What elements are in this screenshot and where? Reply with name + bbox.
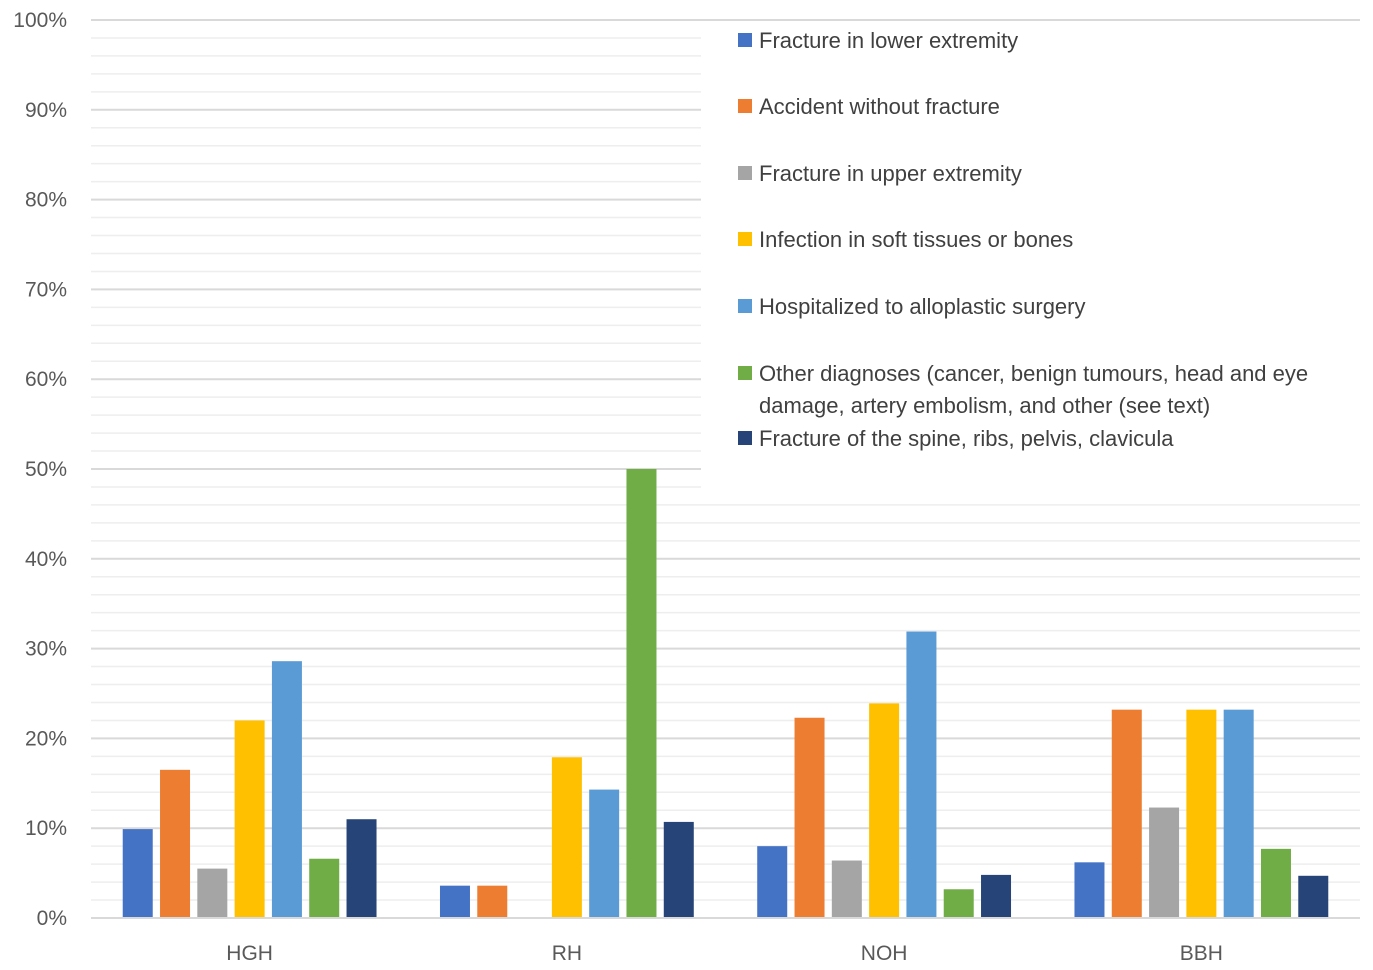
bar bbox=[1149, 807, 1180, 918]
bar bbox=[794, 717, 825, 918]
bar bbox=[309, 858, 340, 918]
legend-swatch bbox=[738, 299, 752, 313]
legend-label: Hospitalized to alloplastic surgery bbox=[759, 294, 1086, 319]
legend-label-line: damage, artery embolism, and other (see … bbox=[759, 393, 1210, 418]
bar bbox=[197, 868, 228, 918]
bar bbox=[589, 789, 620, 918]
legend-label: Other diagnoses (cancer, benign tumours,… bbox=[759, 361, 1308, 418]
y-tick-label: 60% bbox=[25, 368, 67, 391]
y-tick-label: 10% bbox=[25, 817, 67, 840]
legend-label-line: Accident without fracture bbox=[759, 94, 1000, 119]
legend-swatch bbox=[738, 166, 752, 180]
bar bbox=[346, 819, 377, 918]
bar bbox=[1074, 862, 1105, 918]
bar bbox=[943, 889, 974, 918]
bar bbox=[551, 757, 582, 918]
legend-label: Accident without fracture bbox=[759, 94, 1000, 119]
bar bbox=[122, 829, 153, 918]
x-tick-label: BBH bbox=[1180, 942, 1223, 965]
bar bbox=[626, 469, 657, 918]
legend-label-line: Other diagnoses (cancer, benign tumours,… bbox=[759, 361, 1308, 386]
y-tick-label: 40% bbox=[25, 548, 67, 571]
bar bbox=[1260, 848, 1291, 918]
legend-label: Fracture in lower extremity bbox=[759, 28, 1018, 53]
legend-box bbox=[701, 22, 1369, 488]
y-tick-label: 50% bbox=[25, 458, 67, 481]
bar bbox=[1111, 709, 1142, 918]
bar bbox=[981, 874, 1012, 918]
y-tick-label: 0% bbox=[37, 907, 67, 930]
bar bbox=[906, 631, 937, 918]
legend-swatch bbox=[738, 232, 752, 246]
legend: Fracture in lower extremity Accident with… bbox=[701, 22, 1369, 488]
y-tick-label: 90% bbox=[25, 99, 67, 122]
x-tick-label: RH bbox=[552, 942, 582, 965]
y-tick-label: 70% bbox=[25, 278, 67, 301]
bar bbox=[1186, 709, 1217, 918]
legend-swatch bbox=[738, 366, 752, 380]
bar bbox=[831, 860, 862, 918]
legend-swatch bbox=[738, 431, 752, 445]
y-tick-label: 100% bbox=[13, 9, 67, 32]
y-axis: 0% 10% 20% 30% 40% 50% 60% 70% 80% 90% 100% bbox=[13, 9, 67, 930]
bar bbox=[663, 821, 694, 918]
legend-swatch bbox=[738, 33, 752, 47]
legend-swatch bbox=[738, 99, 752, 113]
bar bbox=[271, 661, 302, 918]
x-tick-label: HGH bbox=[226, 942, 273, 965]
y-tick-label: 30% bbox=[25, 638, 67, 661]
bar bbox=[477, 885, 508, 918]
x-tick-label: NOH bbox=[861, 942, 908, 965]
bar bbox=[234, 720, 265, 918]
y-tick-label: 20% bbox=[25, 727, 67, 750]
legend-label-line: Fracture in lower extremity bbox=[759, 28, 1018, 53]
bars bbox=[122, 469, 1329, 918]
bar bbox=[869, 703, 900, 918]
legend-label: Infection in soft tissues or bones bbox=[759, 227, 1073, 252]
legend-label-line: Infection in soft tissues or bones bbox=[759, 227, 1073, 252]
legend-label-line: Fracture of the spine, ribs, pelvis, cla… bbox=[759, 426, 1174, 451]
y-tick-label: 80% bbox=[25, 189, 67, 212]
bar bbox=[160, 769, 191, 918]
legend-label: Fracture in upper extremity bbox=[759, 161, 1022, 186]
bar bbox=[439, 885, 470, 918]
bar bbox=[1223, 709, 1254, 918]
x-axis: HGH RH NOH BBH bbox=[91, 917, 1360, 965]
legend-label: Fracture of the spine, ribs, pelvis, cla… bbox=[759, 426, 1174, 451]
bar bbox=[1298, 875, 1329, 918]
legend-label-line: Hospitalized to alloplastic surgery bbox=[759, 294, 1086, 319]
legend-label-line: Fracture in upper extremity bbox=[759, 161, 1022, 186]
bar bbox=[757, 846, 788, 918]
